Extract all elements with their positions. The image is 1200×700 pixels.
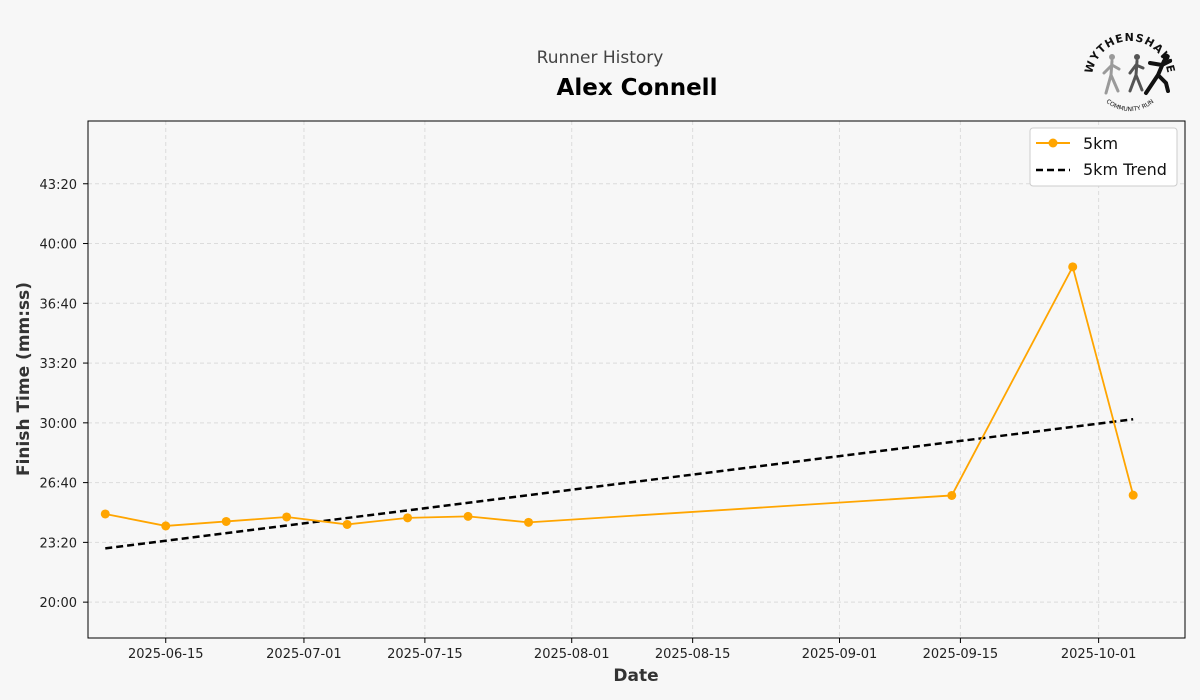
data-point <box>342 519 352 529</box>
y-tick-label: 20:00 <box>40 596 77 611</box>
data-point <box>403 513 413 523</box>
y-tick-label: 43:20 <box>40 178 77 193</box>
data-point <box>100 509 110 519</box>
data-point <box>524 517 534 527</box>
x-tick-label: 2025-10-01 <box>1061 647 1137 662</box>
logo-runner-light <box>1102 54 1121 95</box>
chart-title: Alex Connell <box>557 75 718 101</box>
data-point <box>463 511 473 521</box>
logo-runner-dark <box>1144 53 1172 95</box>
grid <box>88 121 1185 638</box>
legend-label-5km: 5km <box>1083 134 1118 153</box>
legend-marker-5km <box>1048 138 1058 148</box>
y-axis-label: Finish Time (mm:ss) <box>14 282 34 476</box>
svg-text:COMMUNITY RUN: COMMUNITY RUN <box>1105 98 1156 113</box>
y-tick-label: 26:40 <box>40 477 77 492</box>
logo: WYTHENSHAWE COMMUNITY RUN <box>1082 31 1177 113</box>
x-tick-label: 2025-07-15 <box>387 647 463 662</box>
y-tick-label: 30:00 <box>40 417 77 432</box>
trend-series <box>105 418 1134 550</box>
data-point <box>1128 490 1138 500</box>
y-axis: 20:00 23:20 26:40 30:00 33:20 36:40 40:00 43:20 <box>40 178 88 611</box>
x-tick-label: 2025-08-15 <box>655 647 731 662</box>
x-tick-label: 2025-09-01 <box>802 647 878 662</box>
data-point <box>947 490 957 500</box>
y-tick-label: 36:40 <box>40 297 77 312</box>
x-axis: 2025-06-15 2025-07-01 2025-07-15 2025-08-01… <box>128 638 1136 662</box>
x-tick-label: 2025-07-01 <box>266 647 342 662</box>
x-tick-label: 2025-08-01 <box>534 647 610 662</box>
plot-area <box>87 120 1186 639</box>
legend-label-trend: 5km Trend <box>1083 160 1167 179</box>
data-point <box>282 512 292 522</box>
svg-text:WYTHENSHAWE: WYTHENSHAWE <box>1082 31 1177 75</box>
x-tick-label: 2025-09-15 <box>923 647 999 662</box>
logo-runner-mid <box>1128 54 1145 93</box>
y-tick-label: 33:20 <box>40 357 77 372</box>
series-5km <box>100 262 1138 531</box>
data-point <box>161 521 171 531</box>
x-axis-label: Date <box>613 666 658 686</box>
series-line <box>105 264 1135 527</box>
legend: 5km 5km Trend <box>1029 127 1178 187</box>
trend-line <box>105 418 1134 550</box>
y-tick-label: 40:00 <box>40 238 77 253</box>
y-tick-label: 23:20 <box>40 536 77 551</box>
chart-subtitle: Runner History <box>537 48 664 68</box>
data-point <box>1068 262 1078 272</box>
data-point <box>221 516 231 526</box>
x-tick-label: 2025-06-15 <box>128 647 204 662</box>
